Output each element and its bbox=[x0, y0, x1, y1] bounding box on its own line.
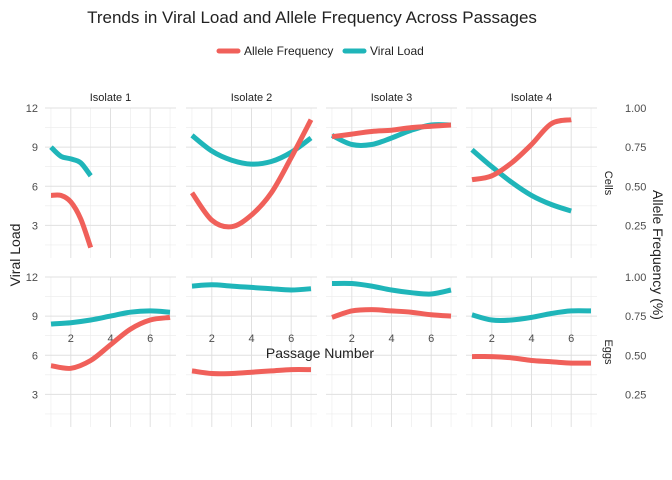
legend-label-viral-load: Viral Load bbox=[370, 44, 424, 58]
panel-grid bbox=[186, 276, 317, 427]
x-tick-label: 6 bbox=[288, 333, 294, 345]
panel-grid bbox=[186, 107, 317, 258]
series-line-allele-frequency-isolate-3-eggs bbox=[331, 307, 452, 320]
legend-label-allele-frequency: Allele Frequency bbox=[244, 44, 333, 58]
panel-grid bbox=[326, 107, 457, 258]
y-tick-label-left: 12 bbox=[26, 103, 38, 115]
panel-grid bbox=[45, 107, 176, 258]
panels: Isolate 1 Isolate 2 Isolate 3 Isolate 4 Cell… bbox=[26, 92, 646, 427]
x-axis-title: Passage Number bbox=[266, 345, 375, 361]
strip-label-isolate-3: Isolate 3 bbox=[371, 92, 413, 104]
y-axis-title-left: Viral Load bbox=[7, 224, 23, 287]
panel-grid bbox=[466, 107, 597, 258]
strip-label-eggs: Eggs bbox=[602, 339, 614, 365]
series-line-viral-load-isolate-4-cells bbox=[470, 147, 572, 214]
y-tick-label-left: 3 bbox=[32, 220, 38, 232]
series-line-allele-frequency-isolate-1-cells bbox=[50, 192, 94, 249]
x-tick-label: 4 bbox=[388, 333, 394, 345]
x-tick-label: 6 bbox=[568, 333, 574, 345]
series-line-viral-load-isolate-2-cells bbox=[190, 133, 313, 167]
panel-grid bbox=[45, 276, 176, 427]
strip-label-isolate-4: Isolate 4 bbox=[511, 92, 553, 104]
y-tick-label-left: 6 bbox=[32, 350, 38, 362]
x-tick-label: 6 bbox=[428, 333, 434, 345]
y-axis-title-right: Allele Frequency (%) bbox=[650, 190, 666, 320]
y-tick-label-right: 0.50 bbox=[625, 181, 646, 193]
y-tick-label-right: 1.00 bbox=[625, 272, 646, 284]
x-tick-label: 4 bbox=[107, 333, 113, 345]
x-tick-label: 4 bbox=[528, 333, 534, 345]
series-line-viral-load-isolate-3-eggs bbox=[331, 280, 452, 297]
strip-label-isolate-2: Isolate 2 bbox=[231, 92, 273, 104]
y-tick-label-right: 0.25 bbox=[625, 389, 646, 401]
y-tick-label-left: 12 bbox=[26, 272, 38, 284]
y-tick-label-right: 0.50 bbox=[625, 350, 646, 362]
y-tick-label-right: 0.75 bbox=[625, 311, 646, 323]
series-line-allele-frequency-isolate-1-eggs bbox=[50, 314, 171, 371]
series-line-allele-frequency-isolate-4-cells bbox=[471, 117, 572, 183]
series-line-allele-frequency-isolate-2-eggs bbox=[191, 367, 312, 377]
y-tick-label-right: 0.25 bbox=[625, 220, 646, 232]
x-tick-label: 6 bbox=[147, 333, 153, 345]
y-tick-label-left: 3 bbox=[32, 389, 38, 401]
series-line-allele-frequency-isolate-3-cells bbox=[331, 122, 452, 140]
series-line-allele-frequency-isolate-4-eggs bbox=[471, 353, 592, 366]
strip-label-cells: Cells bbox=[602, 171, 614, 196]
y-tick-label-left: 9 bbox=[32, 311, 38, 323]
y-tick-label-right: 0.75 bbox=[625, 142, 646, 154]
legend: Allele Frequency Viral Load bbox=[216, 44, 424, 58]
panel-grid bbox=[326, 276, 457, 427]
x-tick-label: 2 bbox=[489, 333, 495, 345]
series-line-viral-load-isolate-1-cells bbox=[49, 145, 93, 178]
x-tick-label: 2 bbox=[349, 333, 355, 345]
series-line-viral-load-isolate-2-eggs bbox=[191, 282, 312, 293]
series-line-viral-load-isolate-4-eggs bbox=[471, 308, 592, 324]
x-tick-label: 2 bbox=[68, 333, 74, 345]
y-tick-label-left: 6 bbox=[32, 181, 38, 193]
x-tick-label: 2 bbox=[209, 333, 215, 345]
y-tick-label-left: 9 bbox=[32, 142, 38, 154]
strip-label-isolate-1: Isolate 1 bbox=[90, 92, 132, 104]
series-line-viral-load-isolate-1-eggs bbox=[50, 308, 171, 327]
chart-title: Trends in Viral Load and Allele Frequenc… bbox=[87, 8, 537, 27]
panel-grid bbox=[466, 276, 597, 427]
y-tick-label-right: 1.00 bbox=[625, 103, 646, 115]
x-tick-label: 4 bbox=[248, 333, 254, 345]
series-line-allele-frequency-isolate-2-cells bbox=[189, 118, 314, 230]
